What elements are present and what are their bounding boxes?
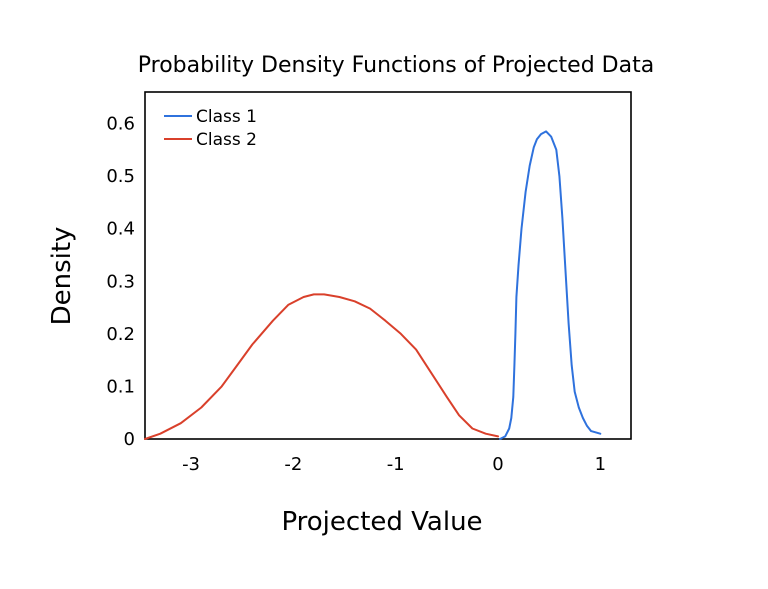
y-tick-label: 0.5	[106, 166, 135, 187]
legend-label-class-1: Class 1	[196, 107, 257, 127]
y-axis-label: Density	[47, 227, 77, 326]
plot-area	[144, 91, 632, 440]
y-tick-label: 0.6	[106, 114, 135, 135]
y-axis-ticks: 0 0.1 0.2 0.3 0.4 0.5 0.6	[106, 114, 135, 450]
y-tick-label: 0.1	[106, 376, 135, 397]
x-axis-ticks: -3 -2 -1 0 1	[182, 454, 606, 475]
x-tick-label: 1	[595, 454, 606, 475]
plot-frame	[144, 91, 632, 440]
series-layer	[144, 130, 602, 440]
series-line-class-2	[144, 293, 499, 440]
x-tick-label: -1	[387, 454, 405, 475]
x-tick-label: -2	[284, 454, 302, 475]
y-tick-label: 0	[124, 429, 135, 450]
legend: Class 1 Class 2	[164, 107, 257, 150]
x-axis-label: Projected Value	[281, 507, 482, 537]
series-line-class-1	[499, 130, 602, 440]
y-tick-label: 0.2	[106, 324, 135, 345]
chart-title: Probability Density Functions of Project…	[138, 53, 654, 78]
legend-label-class-2: Class 2	[196, 130, 257, 150]
x-tick-label: 0	[492, 454, 503, 475]
y-tick-label: 0.4	[106, 219, 135, 240]
x-tick-label: -3	[182, 454, 200, 475]
y-tick-label: 0.3	[106, 271, 135, 292]
